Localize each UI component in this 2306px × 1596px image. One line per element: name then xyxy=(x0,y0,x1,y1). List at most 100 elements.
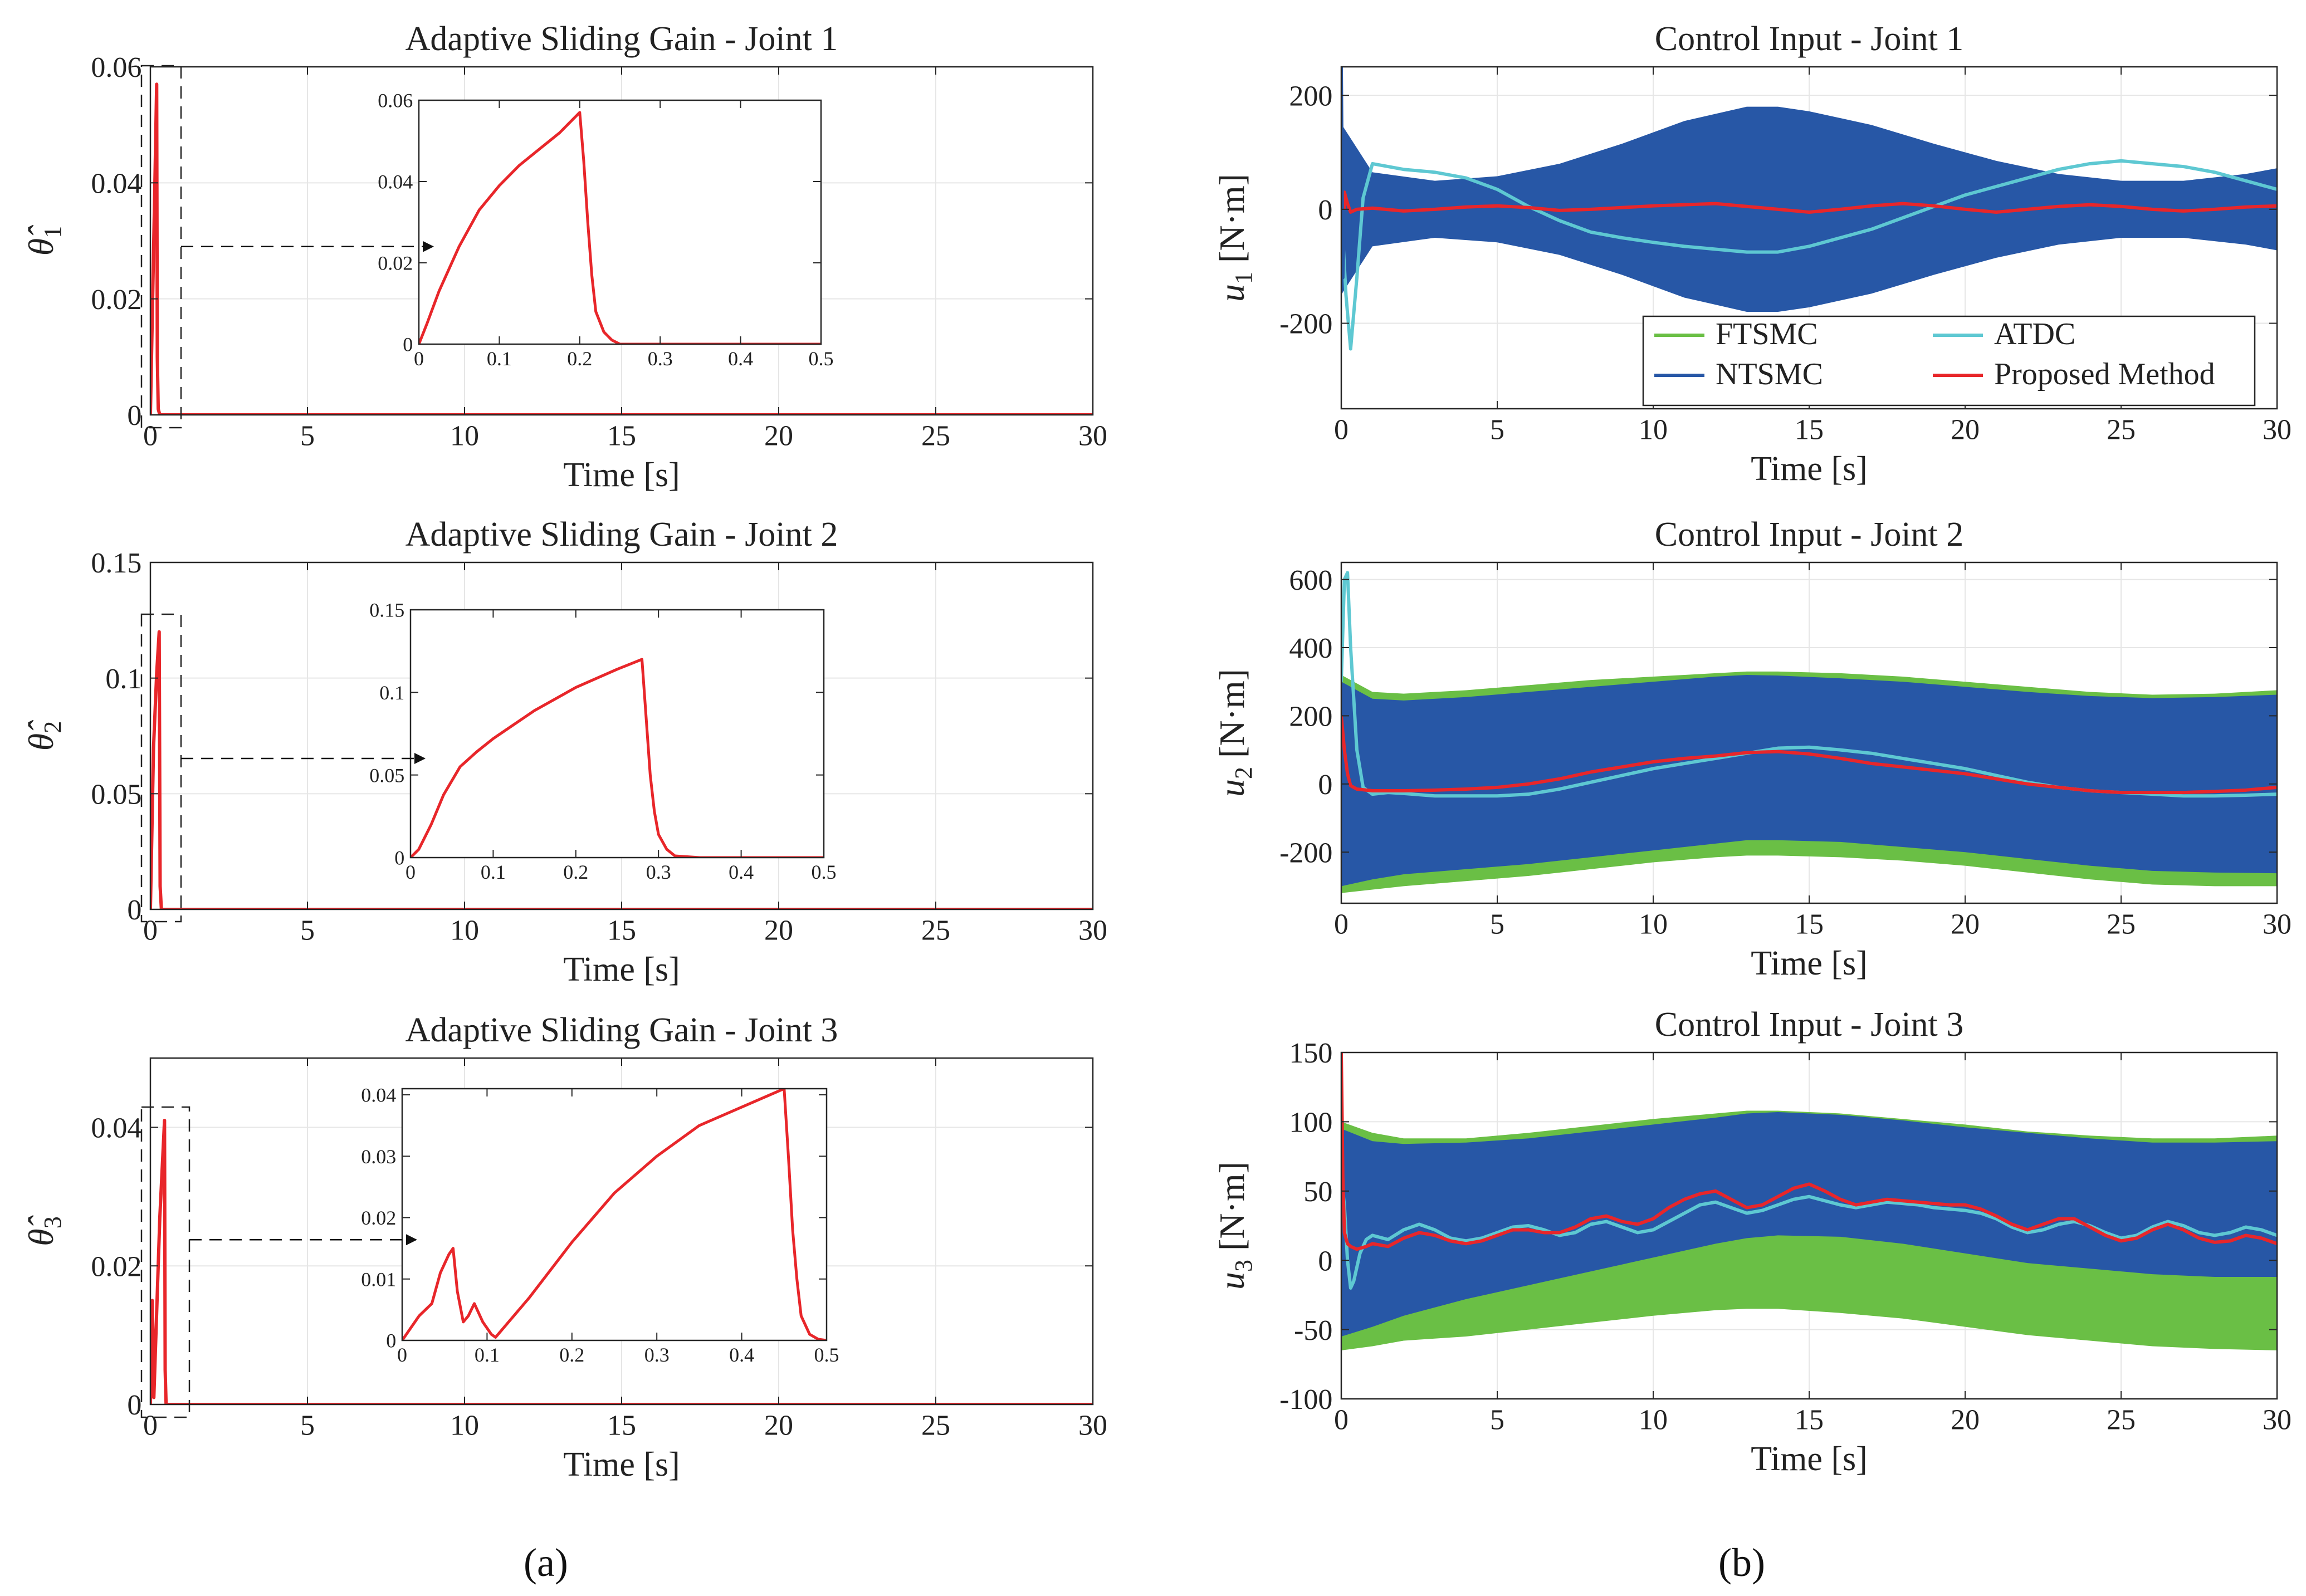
series-line-proposed xyxy=(150,1118,1093,1404)
y-axis-label-unit: [N·m] xyxy=(1212,174,1252,272)
band-ntsmc xyxy=(1341,106,2277,312)
x-tick-label: 15 xyxy=(1795,414,1824,446)
x-tick-label: 30 xyxy=(1078,420,1107,452)
x-tick-label: 0.2 xyxy=(567,347,592,370)
y-tick-label: 0.06 xyxy=(378,90,413,112)
x-tick-label: 15 xyxy=(607,1410,636,1442)
x-tick-label: 0.4 xyxy=(729,861,754,883)
y-tick-label: 600 xyxy=(1289,565,1332,596)
y-tick-label: 0.04 xyxy=(378,171,413,193)
y-axis-label-symbol: u xyxy=(1212,284,1252,302)
x-tick-label: 5 xyxy=(300,420,315,452)
chart-title: Control Input - Joint 3 xyxy=(1655,1006,1964,1044)
x-tick-label: 0 xyxy=(143,915,158,947)
inset-gain-j3: 0 0.1 0.2 0.3 0.4 0.5 0 0.01 0.02 0.03 0.04 xyxy=(361,1084,839,1366)
x-tick-label: 0.1 xyxy=(475,1344,500,1366)
x-tick-label: 0.4 xyxy=(729,1344,754,1366)
y-axis-label-subscript: 1 xyxy=(39,226,66,238)
legend-label-ntsmc: NTSMC xyxy=(1716,357,1823,391)
x-tick-label: 0.5 xyxy=(814,1344,839,1366)
x-tick-label: 0 xyxy=(414,347,424,370)
inset-plot-content xyxy=(419,111,821,344)
x-tick-label: 0 xyxy=(397,1344,407,1366)
x-tick-label: 10 xyxy=(1639,909,1668,941)
y-tick-label: -50 xyxy=(1294,1315,1332,1347)
plot-content xyxy=(150,1118,1093,1404)
x-tick-label: 30 xyxy=(2263,909,2292,941)
x-tick-label: 25 xyxy=(921,1410,950,1442)
x-tick-label: 5 xyxy=(300,915,315,947)
y-axis-label: u1 [N·m] xyxy=(1212,174,1257,302)
plot-content xyxy=(1341,571,2277,893)
y-tick-label: 50 xyxy=(1303,1176,1332,1208)
inset-gain-j1: 0 0.1 0.2 0.3 0.4 0.5 0 0.02 0.04 0.06 xyxy=(378,90,833,370)
inset-gain-j2: 0 0.1 0.2 0.3 0.4 0.5 0 0.05 0.1 0.15 xyxy=(369,599,836,883)
x-tick-label: 30 xyxy=(1078,915,1107,947)
legend-item-ftsmc: FTSMC xyxy=(1654,317,1818,351)
series-line-atdc xyxy=(1341,159,2277,351)
x-tick-label: 25 xyxy=(921,915,950,947)
x-tick-label: 15 xyxy=(1795,909,1824,941)
legend-item-ntsmc: NTSMC xyxy=(1654,357,1823,391)
x-tick-label: 0.5 xyxy=(809,347,834,370)
y-tick-label: 0 xyxy=(127,400,141,432)
series-line-proposed xyxy=(150,630,1093,909)
series-line-proposed xyxy=(411,658,824,858)
y-tick-label: -100 xyxy=(1279,1384,1332,1416)
x-tick-label: 5 xyxy=(300,1410,315,1442)
inset-plot-content xyxy=(411,658,824,858)
x-tick-label: 10 xyxy=(450,1410,479,1442)
x-tick-label: 0.3 xyxy=(646,861,671,883)
x-tick-label: 30 xyxy=(2263,1404,2292,1436)
y-axis-label-unit: [N·m] xyxy=(1212,669,1252,767)
plot-content xyxy=(150,630,1093,909)
x-axis-label: Time [s] xyxy=(563,1446,680,1484)
y-tick-label: 0.15 xyxy=(91,547,141,579)
x-tick-label: 20 xyxy=(1951,414,1980,446)
x-axis-label: Time [s] xyxy=(1751,944,1868,982)
y-axis-label: u2 [N·m] xyxy=(1212,669,1257,797)
y-axis-label-unit: [N·m] xyxy=(1212,1162,1252,1260)
x-tick-label: 20 xyxy=(764,915,793,947)
y-axis-label-subscript: 1 xyxy=(1230,272,1257,284)
x-tick-label: 25 xyxy=(2107,414,2136,446)
x-tick-label: 10 xyxy=(1639,414,1668,446)
x-tick-label: 10 xyxy=(450,915,479,947)
chart-title: Control Input - Joint 1 xyxy=(1655,20,1964,58)
y-tick-label: 100 xyxy=(1289,1107,1332,1139)
y-tick-label: 200 xyxy=(1289,701,1332,733)
y-axis-label-subscript: 3 xyxy=(39,1216,66,1228)
x-tick-label: 5 xyxy=(1490,414,1504,446)
y-tick-label: 0 xyxy=(386,1330,396,1352)
y-tick-label: 0.1 xyxy=(105,663,141,695)
x-tick-label: 0.1 xyxy=(481,861,506,883)
band-ntsmc xyxy=(1341,1112,2277,1337)
plot-content xyxy=(150,82,1093,415)
legend-box xyxy=(1642,315,2256,407)
legend-label-ftsmc: FTSMC xyxy=(1716,317,1818,351)
y-tick-label: 150 xyxy=(1289,1037,1332,1069)
x-tick-label: 10 xyxy=(450,420,479,452)
legend: FTSMC ATDC NTSMC Proposed Method xyxy=(1642,315,2256,407)
x-tick-label: 0.3 xyxy=(648,347,673,370)
x-tick-label: 15 xyxy=(607,420,636,452)
x-tick-label: 0 xyxy=(1334,1404,1349,1436)
x-tick-label: 0 xyxy=(1334,909,1349,941)
series-line-proposed xyxy=(1341,716,2277,795)
chart-title: Adaptive Sliding Gain - Joint 1 xyxy=(405,20,838,58)
legend-item-proposed: Proposed Method xyxy=(1933,357,2215,391)
y-tick-label: 0.04 xyxy=(91,168,141,200)
y-tick-label: 0.04 xyxy=(361,1084,396,1107)
zoom-box xyxy=(140,613,182,923)
inset-plot-area xyxy=(419,100,821,344)
inset-plot-content xyxy=(402,1089,827,1340)
inset-plot-area xyxy=(402,1089,827,1340)
y-tick-label: 0 xyxy=(127,1389,141,1421)
series-line-proposed xyxy=(1341,95,2277,274)
zoom-box xyxy=(140,1106,190,1418)
y-axis-label: θ̂2 xyxy=(21,720,66,751)
x-tick-label: 20 xyxy=(1951,909,1980,941)
